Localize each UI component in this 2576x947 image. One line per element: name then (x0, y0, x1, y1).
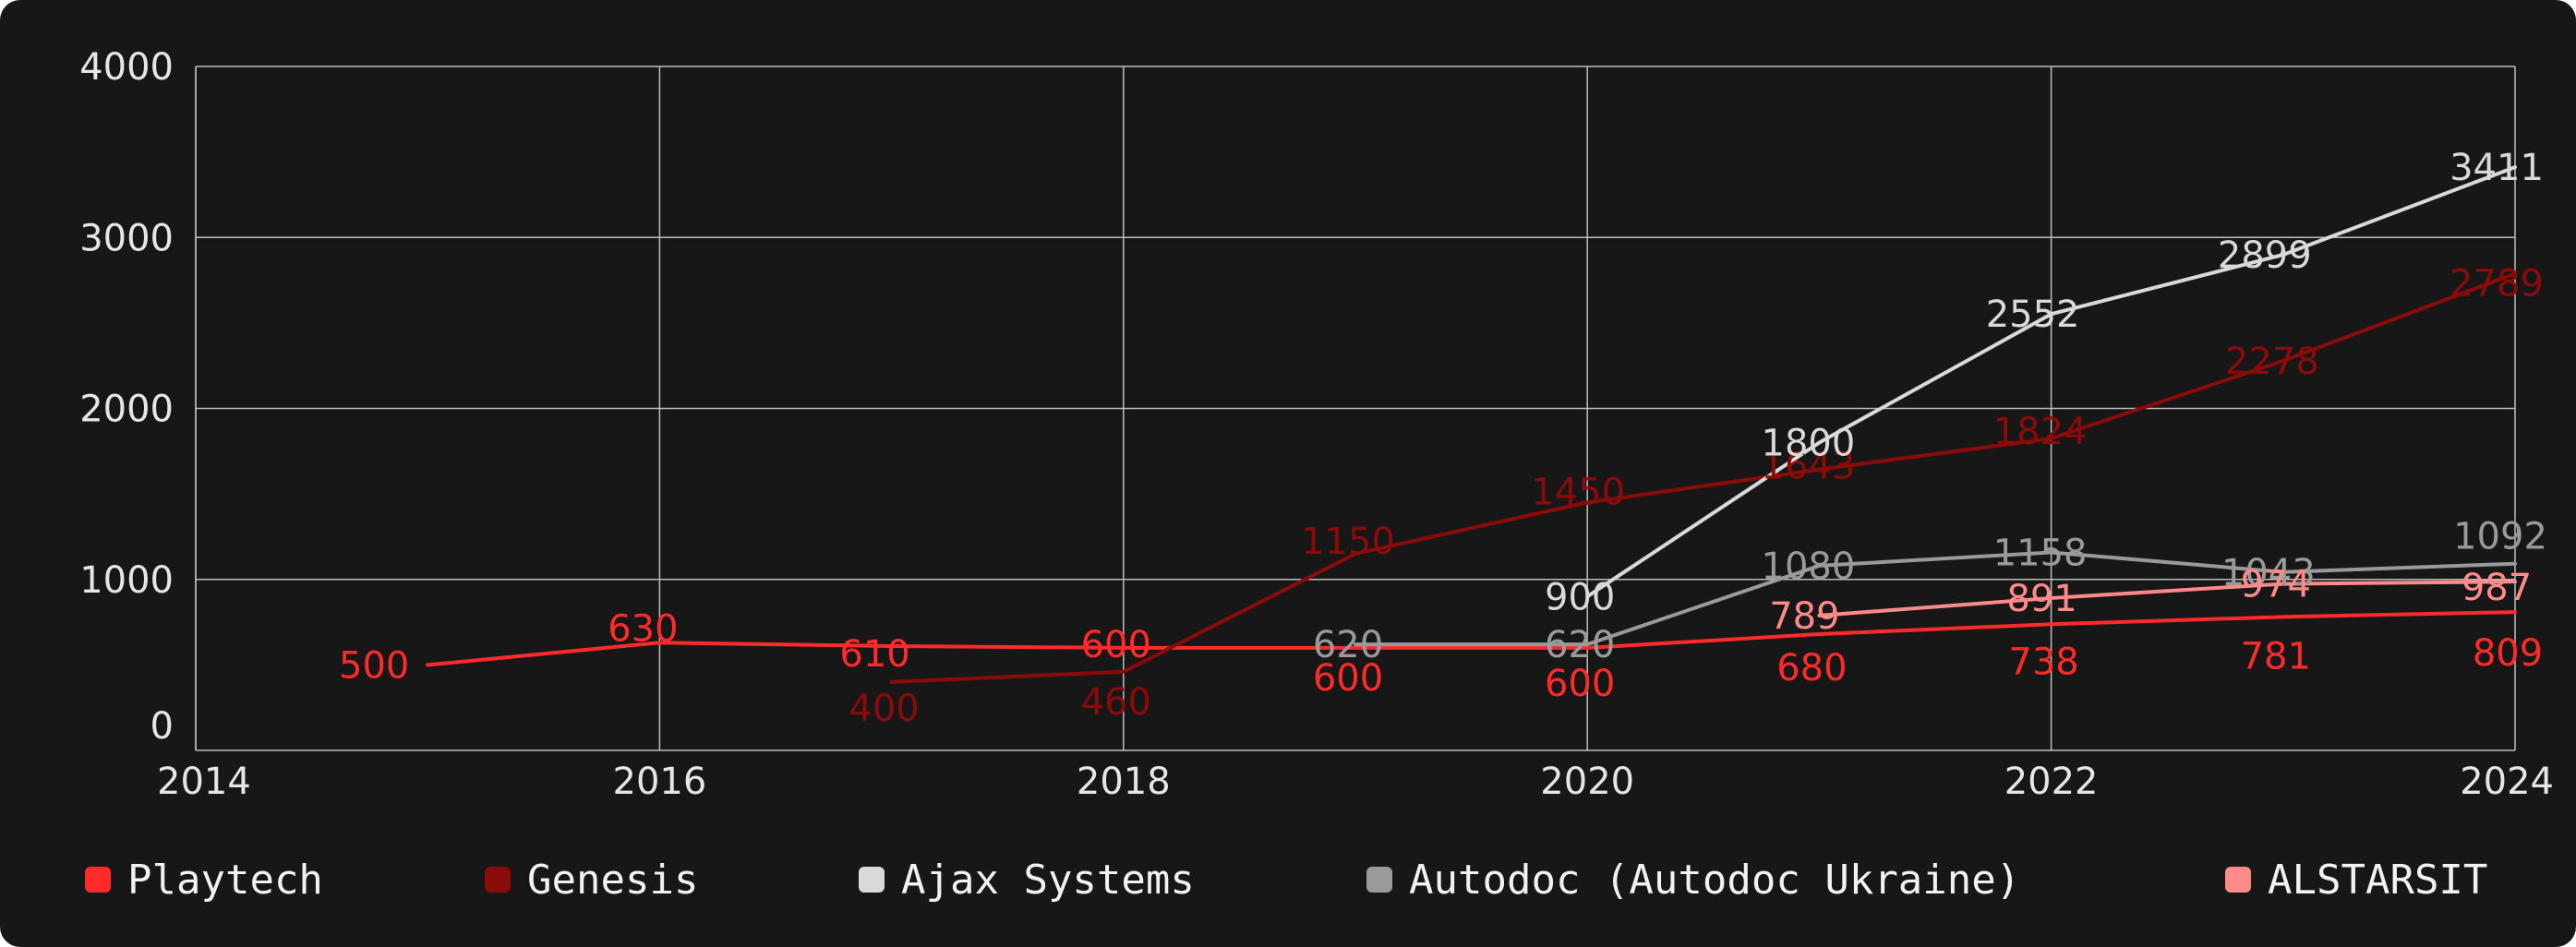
data-label: 1158 (1993, 532, 2088, 574)
data-label: 1150 (1301, 521, 1395, 563)
series-line (1585, 165, 2517, 599)
data-label: 1043 (2221, 552, 2316, 594)
y-tick-label: 2000 (79, 389, 174, 431)
x-tick-label: 2020 (1540, 761, 1634, 803)
data-label: 600 (1081, 624, 1151, 666)
legend-label: Ajax Systems (901, 856, 1195, 904)
data-label: 2899 (2218, 234, 2312, 277)
line-chart: 2014 2016 2018 2020 2022 2024 0 1000 2000 3000 400… (79, 46, 2554, 803)
data-label: 1450 (1531, 471, 1625, 513)
y-tick-label: 0 (150, 705, 174, 748)
data-label: 630 (608, 607, 678, 650)
legend-label: Playtech (127, 856, 323, 904)
legend-label: Autodoc (Autodoc Ukraine) (1409, 856, 2021, 904)
data-label: 781 (2241, 635, 2311, 677)
data-label: 460 (1081, 681, 1151, 724)
data-label: 600 (1313, 657, 1383, 700)
legend-label: Genesis (527, 856, 699, 904)
legend-item: Autodoc (Autodoc Ukraine) (1366, 847, 2020, 912)
y-tick-label: 1000 (79, 559, 174, 602)
y-tick-label: 4000 (79, 46, 174, 89)
series-line (426, 610, 2517, 667)
data-label: 1080 (1762, 545, 1856, 588)
legend-item: Ajax Systems (859, 847, 1195, 912)
data-label: 809 (2473, 632, 2543, 675)
legend-item: Playtech (85, 847, 323, 912)
data-label: 974 (2241, 564, 2311, 606)
data-label: 620 (1545, 624, 1615, 666)
data-label: 2552 (1986, 294, 2080, 336)
data-label: 500 (339, 644, 409, 687)
legend-swatch (2225, 867, 2251, 893)
legend-swatch (85, 867, 111, 893)
data-label: 1824 (1993, 411, 2088, 453)
data-label: 1643 (1762, 446, 1856, 488)
data-label: 987 (2462, 567, 2532, 609)
x-tick-label: 2018 (1077, 761, 1171, 803)
y-tick-label: 3000 (79, 217, 174, 259)
data-label: 3411 (2450, 147, 2544, 189)
legend-swatch (485, 867, 511, 893)
data-label: 1092 (2453, 516, 2547, 558)
series-line (1354, 550, 2517, 647)
data-label: 400 (849, 688, 919, 730)
data-label: 2789 (2450, 262, 2544, 305)
data-label: 900 (1545, 576, 1615, 618)
legend-swatch (859, 867, 885, 893)
x-tick-label: 2016 (613, 761, 707, 803)
data-label: 610 (839, 633, 909, 676)
series-line (889, 271, 2517, 684)
series-line (1817, 580, 2517, 617)
legend: Playtech Genesis Ajax Systems Autodoc (Auto… (0, 847, 2576, 912)
legend-swatch (1366, 867, 1392, 893)
data-label: 789 (1769, 595, 1839, 638)
legend-label: ALSTARSIT (2268, 856, 2488, 904)
legend-item: ALSTARSIT (2225, 847, 2487, 912)
data-label: 738 (2008, 641, 2078, 683)
data-label: 620 (1313, 624, 1383, 666)
data-label: 891 (2006, 578, 2076, 620)
data-label: 680 (1776, 647, 1847, 689)
x-tick-label: 2022 (2004, 761, 2099, 803)
x-tick-label: 2024 (2460, 761, 2554, 803)
data-label: 1800 (1762, 423, 1856, 465)
data-label: 600 (1545, 663, 1615, 705)
legend-item: Genesis (485, 847, 698, 912)
x-tick-label: 2014 (157, 761, 251, 803)
data-label: 2278 (2225, 341, 2319, 383)
